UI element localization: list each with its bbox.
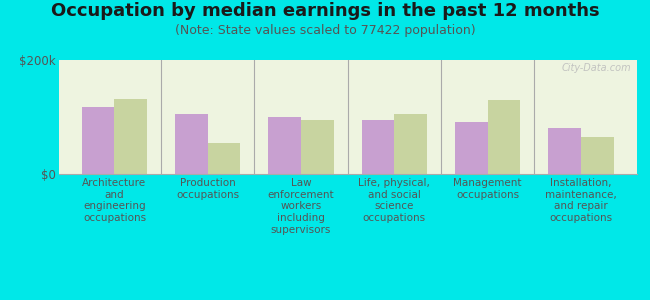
Bar xyxy=(549,128,581,174)
Bar xyxy=(395,114,427,174)
Bar xyxy=(488,100,521,174)
Bar xyxy=(581,137,614,174)
Text: Occupation by median earnings in the past 12 months: Occupation by median earnings in the pas… xyxy=(51,2,599,20)
Bar xyxy=(208,143,240,174)
Bar xyxy=(301,120,333,174)
Text: City-Data.com: City-Data.com xyxy=(562,63,631,74)
Bar xyxy=(362,120,395,174)
Bar xyxy=(455,122,488,174)
Bar xyxy=(114,99,147,174)
Bar xyxy=(268,117,301,174)
Bar xyxy=(82,107,114,174)
Text: (Note: State values scaled to 77422 population): (Note: State values scaled to 77422 popu… xyxy=(175,24,475,37)
Bar xyxy=(175,114,208,174)
